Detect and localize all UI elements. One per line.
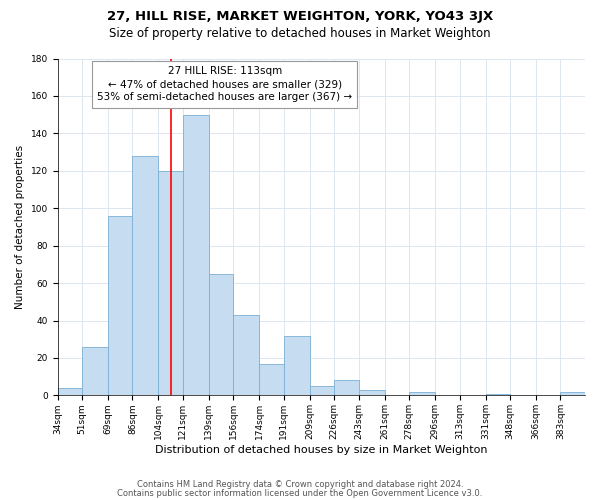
Text: Contains HM Land Registry data © Crown copyright and database right 2024.: Contains HM Land Registry data © Crown c…: [137, 480, 463, 489]
Text: 27, HILL RISE, MARKET WEIGHTON, YORK, YO43 3JX: 27, HILL RISE, MARKET WEIGHTON, YORK, YO…: [107, 10, 493, 23]
Bar: [334, 380, 359, 396]
Text: Size of property relative to detached houses in Market Weighton: Size of property relative to detached ho…: [109, 28, 491, 40]
Bar: [82, 347, 108, 396]
Bar: [485, 394, 510, 396]
Bar: [409, 392, 435, 396]
X-axis label: Distribution of detached houses by size in Market Weighton: Distribution of detached houses by size …: [155, 445, 488, 455]
Y-axis label: Number of detached properties: Number of detached properties: [15, 145, 25, 309]
Bar: [259, 364, 284, 396]
Text: Contains public sector information licensed under the Open Government Licence v3: Contains public sector information licen…: [118, 488, 482, 498]
Bar: [108, 216, 133, 396]
Bar: [58, 388, 82, 396]
Text: 27 HILL RISE: 113sqm
← 47% of detached houses are smaller (329)
53% of semi-deta: 27 HILL RISE: 113sqm ← 47% of detached h…: [97, 66, 352, 102]
Bar: [183, 114, 209, 396]
Bar: [209, 274, 233, 396]
Bar: [158, 171, 183, 396]
Bar: [233, 315, 259, 396]
Bar: [284, 336, 310, 396]
Bar: [560, 392, 585, 396]
Bar: [310, 386, 334, 396]
Bar: [133, 156, 158, 396]
Bar: [359, 390, 385, 396]
